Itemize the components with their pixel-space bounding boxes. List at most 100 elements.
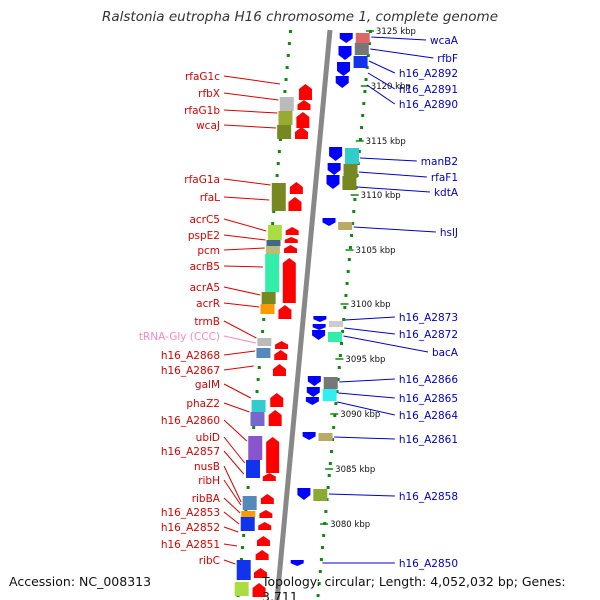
right-leader-line: [367, 72, 396, 90]
kbp-tick-label: 3090 kbp: [340, 410, 380, 420]
guide-dot: [321, 546, 325, 549]
guide-dot: [276, 162, 280, 165]
right-leader-line: [353, 226, 436, 233]
right-gene-label: h16_A2890: [399, 99, 458, 111]
guide-dot: [332, 426, 336, 429]
forward-gene-arrow: [259, 510, 273, 518]
guide-dot: [346, 270, 350, 273]
guide-dot: [252, 426, 256, 429]
cog-category-box: [265, 246, 280, 254]
forward-gene-arrow: [268, 410, 282, 426]
guide-dot: [367, 42, 371, 45]
forward-gene-arrow: [282, 258, 296, 303]
reverse-gene-arrow: [306, 387, 320, 397]
forward-gene-arrow: [266, 437, 280, 473]
right-gene-label: h16_A2858: [399, 491, 458, 503]
cog-category-box: [242, 496, 257, 510]
kbp-tick-label: 3080 kbp: [330, 520, 370, 530]
right-leader-line: [343, 335, 429, 353]
left-leader-line: [223, 543, 238, 547]
left-gene-label: rfaG1b: [184, 105, 220, 117]
kbp-tick-label: 3115 kbp: [366, 137, 406, 147]
kbp-tick-label: 3085 kbp: [335, 465, 375, 475]
left-leader-line: [223, 109, 278, 114]
cog-category-box: [241, 511, 256, 517]
cog-category-box: [279, 97, 294, 111]
guide-dot: [364, 78, 368, 81]
reverse-gene-arrow: [322, 218, 336, 226]
right-leader-line: [368, 60, 396, 74]
left-leader-line: [223, 511, 240, 525]
forward-gene-arrow: [289, 182, 303, 194]
cog-category-box: [328, 321, 343, 327]
left-leader-line: [223, 320, 257, 339]
forward-gene-arrow: [274, 350, 288, 360]
right-leader-line: [358, 171, 427, 178]
cog-category-box: [338, 222, 353, 230]
right-gene-label: h16_A2864: [399, 410, 458, 422]
left-gene-label: acrB5: [190, 261, 220, 273]
right-gene-label: hslJ: [440, 227, 458, 239]
cog-category-box: [354, 43, 369, 55]
forward-gene-arrow: [275, 341, 289, 349]
reverse-gene-arrow: [326, 175, 340, 189]
guide-dot: [317, 582, 321, 585]
guide-dot: [348, 246, 352, 249]
guide-dot: [316, 594, 320, 597]
guide-dot: [358, 138, 362, 141]
left-gene-label: trmB: [194, 316, 220, 328]
left-gene-label: rfbX: [198, 88, 220, 100]
forward-gene-arrow: [284, 237, 298, 243]
left-leader-line: [223, 92, 279, 101]
right-gene-label: h16_A2892: [399, 68, 458, 80]
right-gene-label: h16_A2891: [399, 84, 458, 96]
guide-dot: [331, 438, 335, 441]
guide-dot: [286, 54, 290, 57]
left-leader-line: [223, 247, 265, 251]
forward-gene-arrow: [296, 112, 310, 128]
guide-dot: [241, 546, 245, 549]
guide-dot: [261, 330, 265, 333]
reverse-gene-arrow: [313, 316, 327, 322]
left-gene-label: acrA5: [190, 282, 220, 294]
cog-category-box: [260, 304, 275, 314]
guide-dot: [272, 210, 276, 213]
right-gene-label: bacA: [432, 347, 459, 359]
right-leader-line: [370, 48, 434, 59]
reverse-gene-arrow: [329, 147, 343, 161]
guide-dot: [357, 150, 361, 153]
forward-gene-arrow: [270, 393, 284, 407]
forward-gene-arrow: [256, 536, 270, 546]
left-gene-label: rfaG1a: [184, 174, 220, 186]
left-gene-label: galM: [195, 379, 220, 391]
left-gene-label: acrR: [196, 298, 220, 310]
left-leader-line: [223, 124, 276, 129]
guide-dot: [335, 390, 339, 393]
guide-dot: [327, 474, 331, 477]
reverse-gene-arrow: [307, 376, 321, 386]
left-leader-line: [223, 450, 245, 475]
topology-text: Topology: circular; Length: 4,052,032 bp…: [262, 574, 566, 600]
kbp-tick-label: 3125 kbp: [376, 27, 416, 37]
guide-dot: [239, 558, 243, 561]
right-leader-line: [337, 401, 395, 416]
cog-category-box: [323, 377, 338, 389]
cog-category-box: [248, 436, 263, 460]
guide-dot: [285, 66, 289, 69]
forward-gene-arrow: [262, 473, 276, 481]
guide-dot: [277, 150, 281, 153]
cog-category-box: [343, 164, 358, 178]
guide-dot: [283, 90, 287, 93]
right-gene-label: rfbF: [437, 53, 458, 65]
left-leader-line: [223, 526, 239, 533]
guide-dot: [339, 342, 343, 345]
guide-dot: [322, 534, 326, 537]
right-leader-line: [366, 84, 396, 105]
left-leader-line: [223, 365, 254, 371]
left-gene-label: h16_A2851: [161, 539, 220, 551]
forward-gene-arrow: [288, 197, 302, 211]
left-gene-label: h16_A2868: [161, 350, 220, 362]
cog-category-box: [236, 560, 251, 580]
kbp-tick-label: 3095 kbp: [345, 355, 385, 365]
reverse-gene-arrow: [297, 488, 311, 500]
